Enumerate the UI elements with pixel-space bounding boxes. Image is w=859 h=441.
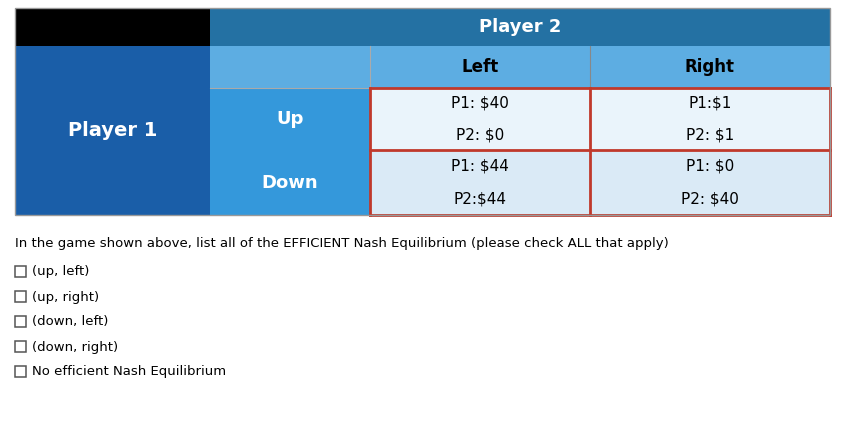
Bar bbox=[15, 316, 26, 327]
Text: P1: $40: P1: $40 bbox=[451, 96, 509, 111]
Bar bbox=[210, 46, 830, 88]
Bar bbox=[210, 8, 830, 46]
Bar bbox=[210, 150, 370, 215]
Bar bbox=[370, 88, 590, 150]
Text: Player 1: Player 1 bbox=[68, 121, 157, 140]
Text: (down, right): (down, right) bbox=[32, 340, 119, 354]
Bar bbox=[15, 341, 26, 352]
Text: (up, right): (up, right) bbox=[32, 291, 99, 303]
Text: P2:$44: P2:$44 bbox=[454, 191, 507, 206]
Bar bbox=[15, 291, 26, 302]
Text: P1: $0: P1: $0 bbox=[685, 159, 734, 174]
Text: P1: $44: P1: $44 bbox=[451, 159, 509, 174]
Bar bbox=[590, 150, 830, 215]
Bar bbox=[210, 88, 370, 150]
Text: No efficient Nash Equilibrium: No efficient Nash Equilibrium bbox=[32, 366, 226, 378]
Bar bbox=[370, 150, 590, 215]
Text: P2: $1: P2: $1 bbox=[685, 127, 734, 142]
Text: Up: Up bbox=[277, 110, 304, 128]
Bar bbox=[590, 88, 830, 150]
Text: Right: Right bbox=[685, 58, 735, 76]
Text: In the game shown above, list all of the EFFICIENT Nash Equilibrium (please chec: In the game shown above, list all of the… bbox=[15, 237, 669, 250]
Text: (down, left): (down, left) bbox=[32, 315, 108, 329]
Text: P2: $0: P2: $0 bbox=[456, 127, 504, 142]
Text: Left: Left bbox=[461, 58, 498, 76]
Text: Down: Down bbox=[262, 173, 319, 191]
Text: P1:$1: P1:$1 bbox=[688, 96, 732, 111]
Text: Player 2: Player 2 bbox=[478, 18, 561, 36]
Bar bbox=[15, 366, 26, 377]
Bar bbox=[15, 8, 210, 46]
Bar bbox=[15, 46, 210, 215]
Text: (up, left): (up, left) bbox=[32, 265, 89, 279]
Bar bbox=[15, 8, 830, 215]
Text: P2: $40: P2: $40 bbox=[681, 191, 739, 206]
Bar bbox=[15, 266, 26, 277]
